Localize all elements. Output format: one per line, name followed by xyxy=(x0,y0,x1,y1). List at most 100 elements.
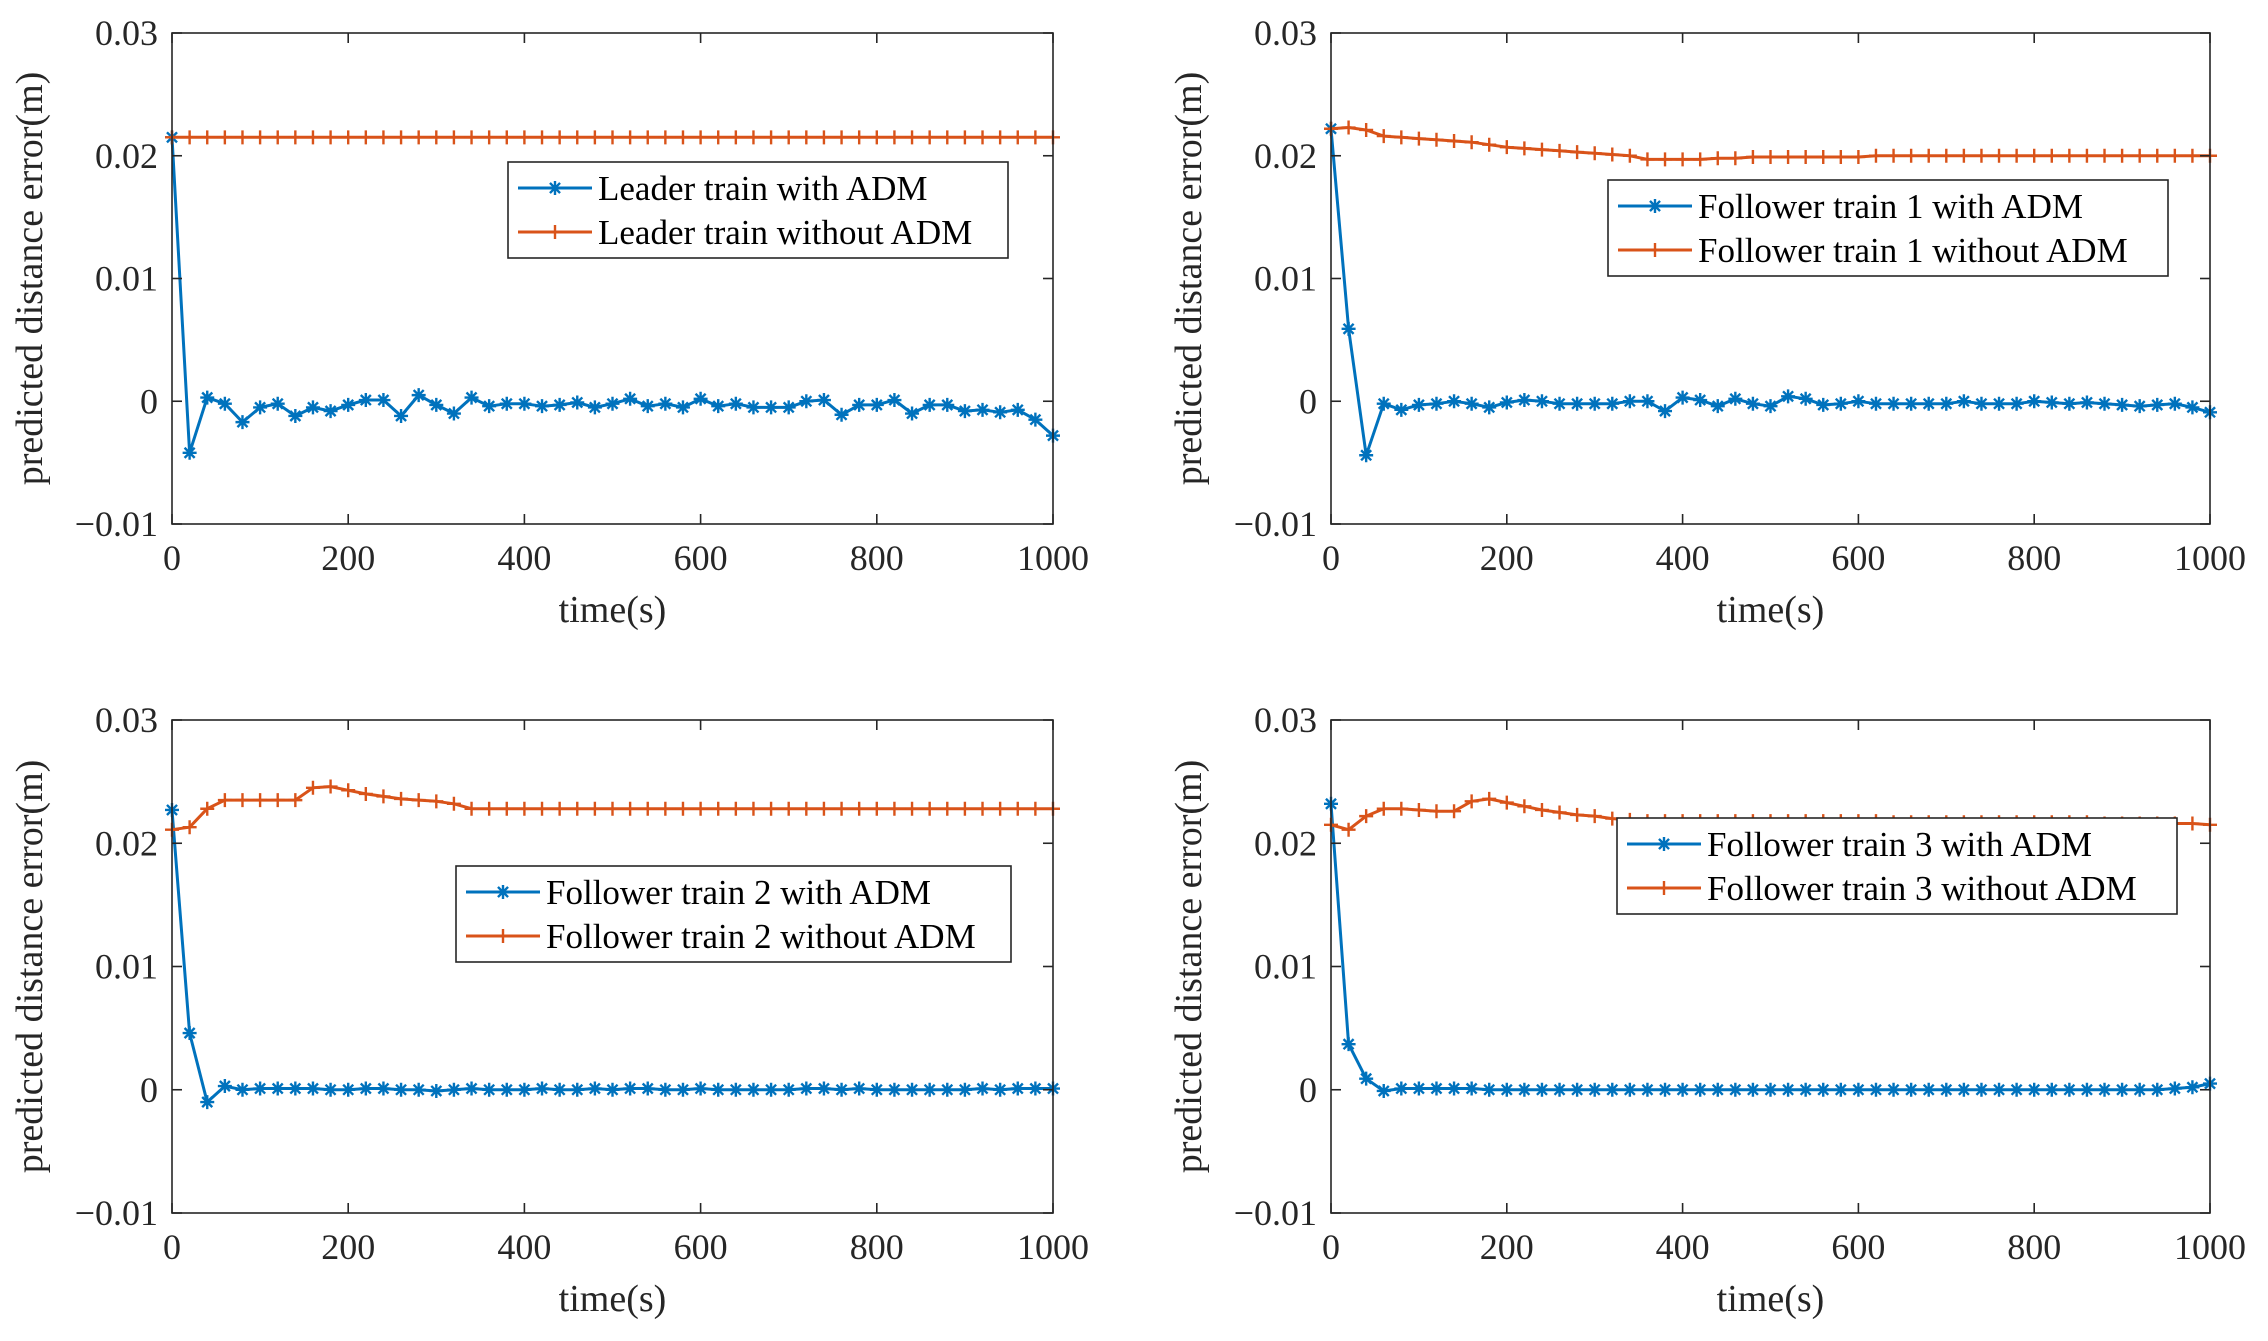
data-point xyxy=(2167,1081,2182,1096)
data-point xyxy=(605,801,620,816)
data-point xyxy=(887,130,902,145)
data-point xyxy=(887,393,902,408)
data-point xyxy=(2150,148,2165,163)
data-point xyxy=(482,399,497,414)
data-point xyxy=(446,130,461,145)
y-tick-label: 0.02 xyxy=(95,136,158,176)
data-point xyxy=(1640,152,1655,167)
y-tick-label: 0.02 xyxy=(95,823,158,863)
data-point xyxy=(496,929,510,943)
data-point xyxy=(1868,396,1883,411)
plot-area xyxy=(1331,33,2210,524)
data-point xyxy=(623,391,638,406)
data-point xyxy=(305,780,320,795)
data-point xyxy=(2062,396,2077,411)
data-point xyxy=(1499,140,1514,155)
data-point xyxy=(1411,131,1426,146)
data-point xyxy=(235,415,250,430)
data-point xyxy=(1605,1082,1620,1097)
data-point xyxy=(1482,1082,1497,1097)
data-point xyxy=(552,397,567,412)
data-point xyxy=(1464,794,1479,809)
legend-entry: Leader train with ADM xyxy=(518,169,928,208)
data-point xyxy=(1763,399,1778,414)
data-point xyxy=(1992,1082,2007,1097)
legend-label: Leader train without ADM xyxy=(598,213,972,252)
data-point xyxy=(1693,1082,1708,1097)
data-point xyxy=(1517,141,1532,156)
legend: Follower train 3 with ADM Follower train … xyxy=(1616,817,2178,915)
data-point xyxy=(1693,152,1708,167)
data-point xyxy=(1499,795,1514,810)
data-point xyxy=(728,801,743,816)
data-point xyxy=(640,1081,655,1096)
data-point xyxy=(869,1082,884,1097)
data-point xyxy=(548,225,562,239)
y-tick-label: 0 xyxy=(140,1070,158,1110)
data-point xyxy=(1429,804,1444,819)
data-point xyxy=(905,406,920,421)
data-point xyxy=(993,130,1008,145)
data-point xyxy=(429,397,444,412)
chart-panel-1: 0 200 400 600 800 1000−0.0100.010.020.03time(… xyxy=(9,13,1089,631)
x-tick-label: 400 xyxy=(1656,538,1710,578)
data-point xyxy=(1886,1082,1901,1097)
data-point xyxy=(1552,805,1567,820)
data-point xyxy=(834,130,849,145)
data-point xyxy=(1763,149,1778,164)
data-point xyxy=(517,801,532,816)
y-tick-label: 0.01 xyxy=(1254,947,1317,987)
x-tick-label: 400 xyxy=(1656,1227,1710,1267)
data-point xyxy=(605,396,620,411)
data-point xyxy=(305,1081,320,1096)
data-point xyxy=(1622,148,1637,163)
data-point xyxy=(1447,134,1462,149)
data-point xyxy=(1499,1082,1514,1097)
data-point xyxy=(394,130,409,145)
data-point xyxy=(1657,837,1671,851)
data-point xyxy=(852,1081,867,1096)
data-point xyxy=(834,801,849,816)
data-point xyxy=(1517,393,1532,408)
data-point xyxy=(1921,1082,1936,1097)
legend-entry: Follower train 3 with ADM xyxy=(1627,825,2092,864)
legend-label: Follower train 3 with ADM xyxy=(1707,825,2092,864)
data-point xyxy=(799,1081,814,1096)
data-point xyxy=(1763,1082,1778,1097)
data-point xyxy=(957,404,972,419)
chart-panel-2: 0 200 400 600 800 1000−0.0100.010.020.03time(… xyxy=(1168,13,2246,631)
data-point xyxy=(1028,1081,1043,1096)
data-point xyxy=(2097,396,2112,411)
x-tick-label: 400 xyxy=(497,1227,551,1267)
data-point xyxy=(711,801,726,816)
data-point xyxy=(429,794,444,809)
data-point xyxy=(675,1082,690,1097)
data-point xyxy=(200,801,215,816)
data-point xyxy=(922,801,937,816)
data-point xyxy=(693,391,708,406)
data-point xyxy=(305,130,320,145)
series-without-adm xyxy=(165,779,1060,837)
data-point xyxy=(1499,395,1514,410)
data-point xyxy=(499,801,514,816)
data-point xyxy=(2185,148,2200,163)
x-axis-title: time(s) xyxy=(1717,589,1825,631)
data-point xyxy=(1570,807,1585,822)
series-with-adm xyxy=(1324,796,2217,1098)
data-point xyxy=(358,1081,373,1096)
data-point xyxy=(1517,799,1532,814)
data-point xyxy=(200,130,215,145)
data-point xyxy=(253,400,268,415)
data-point xyxy=(1974,148,1989,163)
data-point xyxy=(940,130,955,145)
data-point xyxy=(605,1082,620,1097)
data-point xyxy=(376,1081,391,1096)
legend-label: Follower train 1 with ADM xyxy=(1698,187,2083,226)
data-point xyxy=(1675,152,1690,167)
plot-area xyxy=(172,33,1053,524)
y-tick-label: 0.02 xyxy=(1254,823,1317,863)
data-point xyxy=(1904,148,1919,163)
x-tick-label: 600 xyxy=(674,538,728,578)
data-point xyxy=(1447,1081,1462,1096)
